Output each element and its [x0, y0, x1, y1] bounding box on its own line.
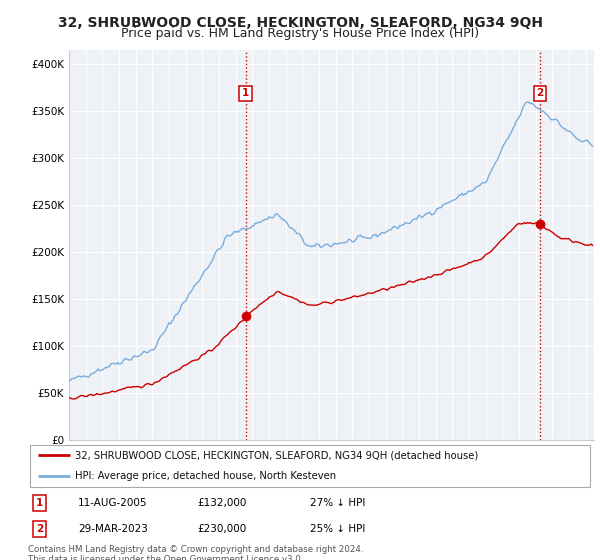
Text: 2: 2: [536, 88, 544, 98]
Text: 25% ↓ HPI: 25% ↓ HPI: [311, 524, 366, 534]
Text: HPI: Average price, detached house, North Kesteven: HPI: Average price, detached house, Nort…: [75, 472, 337, 482]
Text: £230,000: £230,000: [197, 524, 247, 534]
Text: 11-AUG-2005: 11-AUG-2005: [78, 498, 148, 508]
Text: 2: 2: [36, 524, 43, 534]
Text: £132,000: £132,000: [197, 498, 247, 508]
Text: 32, SHRUBWOOD CLOSE, HECKINGTON, SLEAFORD, NG34 9QH: 32, SHRUBWOOD CLOSE, HECKINGTON, SLEAFOR…: [58, 16, 542, 30]
Text: Price paid vs. HM Land Registry's House Price Index (HPI): Price paid vs. HM Land Registry's House …: [121, 27, 479, 40]
FancyBboxPatch shape: [30, 445, 590, 487]
Text: 29-MAR-2023: 29-MAR-2023: [78, 524, 148, 534]
Text: 1: 1: [242, 88, 249, 98]
Text: Contains HM Land Registry data © Crown copyright and database right 2024.
This d: Contains HM Land Registry data © Crown c…: [28, 545, 364, 560]
Text: 1: 1: [36, 498, 43, 508]
Text: 27% ↓ HPI: 27% ↓ HPI: [311, 498, 366, 508]
Text: 32, SHRUBWOOD CLOSE, HECKINGTON, SLEAFORD, NG34 9QH (detached house): 32, SHRUBWOOD CLOSE, HECKINGTON, SLEAFOR…: [75, 450, 478, 460]
